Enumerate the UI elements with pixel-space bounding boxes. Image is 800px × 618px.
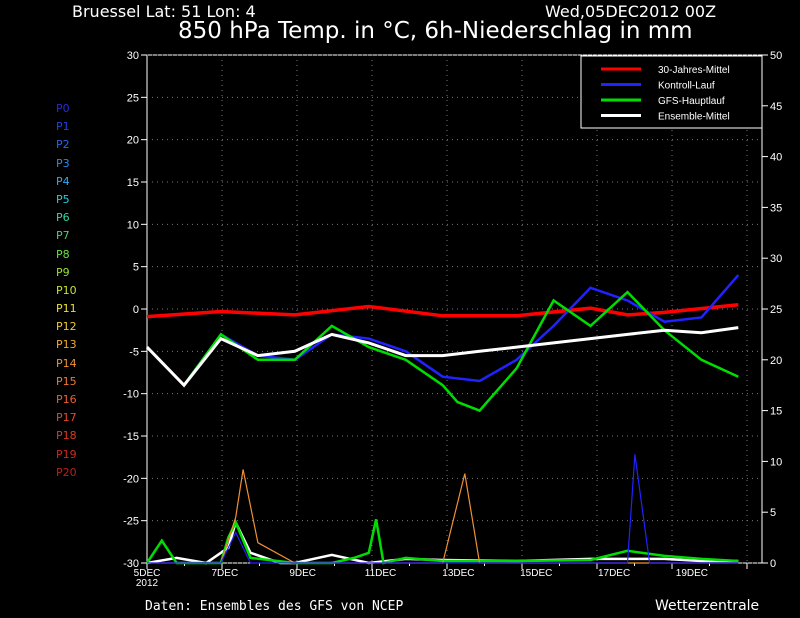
y-right-tick-label: 50	[770, 50, 782, 62]
data-source-label: Daten: Ensembles des GFS von NCEP	[145, 599, 404, 614]
member-label: P8	[56, 247, 70, 261]
legend-label: Ensemble-Mittel	[658, 112, 730, 123]
x-tick-label: 13DEC	[442, 568, 474, 579]
y-left-tick-label: 0	[133, 304, 139, 316]
legend-label: 30-Jahres-Mittel	[658, 65, 730, 76]
y-left-tick-label: 10	[127, 219, 139, 231]
y-right-tick-label: 25	[770, 304, 782, 316]
y-right-tick-label: 40	[770, 152, 782, 164]
member-list: P0 P1 P2 P3 P4 P5 P6 P7 P8 P9 P10 P11 P12 P13 P14 P15 P1…	[56, 100, 77, 482]
y-right-tick-label: 35	[770, 202, 782, 214]
y-left-tick-label: -10	[123, 389, 139, 401]
y-right-tick-label: 15	[770, 406, 782, 418]
y-right-tick-label: 20	[770, 355, 782, 367]
y-right-tick-label: 30	[770, 253, 782, 265]
member-label: P4	[56, 174, 70, 188]
member-label: P0	[56, 102, 70, 115]
y-left-tick-label: -20	[123, 473, 139, 485]
y-left-tick-label: -15	[123, 431, 139, 443]
y-left-tick-label: 15	[127, 177, 139, 189]
precipitation-line	[146, 518, 739, 565]
plot-frame	[146, 54, 763, 564]
y-left-tick-label: 25	[127, 92, 139, 104]
precipitation-line	[147, 469, 739, 564]
member-label: P19	[56, 447, 77, 461]
y-right-tick-label: 0	[770, 558, 776, 570]
x-tick-label: 5DEC	[134, 568, 161, 579]
member-label: P2	[56, 138, 70, 152]
x-tick-label: 9DEC	[289, 568, 316, 579]
brand-label: Wetterzentrale	[655, 598, 760, 614]
x-tick-label: 19DEC	[676, 568, 708, 579]
run-date-label: Wed,05DEC2012 00Z	[545, 2, 717, 21]
precipitation-line	[147, 454, 739, 564]
x-tick-label: 7DEC	[212, 568, 239, 579]
member-label: P18	[56, 429, 77, 443]
member-label: P9	[56, 265, 70, 279]
member-label: P14	[56, 356, 77, 370]
location-label: Bruessel Lat: 51 Lon: 4	[72, 2, 256, 21]
member-label: P7	[56, 229, 70, 243]
y-left-tick-label: 5	[133, 262, 139, 274]
member-label: P11	[56, 302, 77, 316]
x-tick-label: 11DEC	[365, 568, 397, 579]
temperature-line	[145, 326, 739, 388]
y-left-tick-label: 30	[127, 50, 139, 62]
y-right-tick-label: 45	[770, 101, 782, 113]
legend-label: Kontroll-Lauf	[658, 81, 715, 92]
x-tick-label: 2012	[136, 578, 159, 589]
member-label: P1	[56, 120, 70, 134]
y-left-tick-label: 20	[127, 135, 139, 147]
temperature-line	[146, 303, 739, 319]
temperature-line	[146, 290, 739, 413]
y-left-tick-label: -30	[123, 558, 139, 570]
member-label: P12	[56, 320, 77, 334]
member-label: P3	[56, 156, 70, 170]
member-label: P16	[56, 393, 77, 406]
y-left-tick-label: -5	[129, 346, 139, 358]
x-tick-label: 15DEC	[520, 568, 552, 579]
y-right-tick-label: 5	[770, 507, 776, 519]
x-tick-label: 17DEC	[598, 568, 630, 579]
member-label: P5	[56, 192, 70, 206]
legend-label: GFS-Hauptlauf	[658, 96, 725, 107]
member-label: P13	[56, 338, 77, 352]
y-left-tick-label: -25	[123, 516, 139, 528]
chart-title: 850 hPa Temp. in °C, 6h-Niederschlag in …	[178, 18, 693, 44]
temperature-line	[146, 274, 740, 388]
member-label: P10	[56, 283, 77, 297]
member-label: P6	[56, 211, 70, 225]
member-label: P15	[56, 374, 77, 388]
y-right-tick-label: 10	[770, 456, 782, 468]
member-label: P17	[56, 411, 77, 425]
member-label: P20	[56, 465, 77, 479]
